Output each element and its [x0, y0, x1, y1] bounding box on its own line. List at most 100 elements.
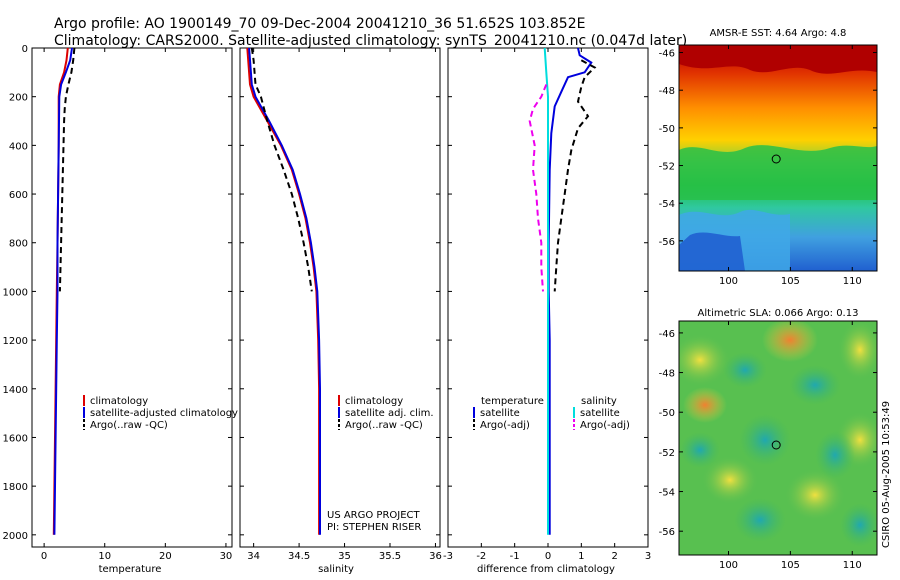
difference-legend: temperaturesatelliteArgo(-adj)salinitysa… — [473, 396, 630, 431]
x-tick-label: -1 — [510, 551, 520, 562]
y-tick-label: -56 — [659, 237, 675, 248]
y-tick-label: -48 — [659, 86, 675, 97]
x-tick-label: 34 — [247, 551, 260, 562]
x-tick-label: 110 — [843, 560, 862, 571]
salinity-axes-frame — [239, 47, 441, 548]
y-tick-label: -48 — [659, 369, 675, 380]
x-tick-label: 105 — [781, 276, 800, 287]
salinity-annotation-2: PI: STEPHEN RISER — [327, 522, 421, 533]
salinity-annotation-1: US ARGO PROJECT — [327, 510, 421, 521]
series-line — [547, 47, 593, 535]
y-tick-label: -50 — [659, 408, 675, 419]
difference-ticks: -3 -2 -1 0 1 2 3 — [443, 47, 651, 562]
legend-label: Argo(-adj) — [480, 420, 530, 431]
difference-series — [528, 47, 597, 535]
y-tick-label: 1000 — [3, 287, 28, 298]
sla-heatmap — [679, 321, 877, 555]
x-tick-label: 0 — [41, 551, 47, 562]
sla-map-title: Altimetric SLA: 0.066 Argo: 0.13 — [698, 308, 859, 319]
legend-label: Argo(-adj) — [580, 420, 630, 431]
x-tick-label: -2 — [476, 551, 486, 562]
series-line — [250, 47, 313, 292]
series-line — [53, 47, 73, 535]
legend-title: temperature — [481, 396, 544, 407]
x-tick-label: 0 — [545, 551, 551, 562]
legend-label: satellite adj. clim. — [345, 408, 434, 419]
legend-label: Argo(..raw -QC) — [345, 420, 423, 431]
x-tick-label: 20 — [159, 551, 172, 562]
y-tick-label: 800 — [9, 239, 28, 250]
legend-label: satellite-adjusted climatology — [90, 408, 238, 419]
x-tick-label: 100 — [719, 276, 738, 287]
sla-map-ticks: 100 105 110 -46 -48 -50 -52 -54 -56 — [659, 321, 877, 571]
y-tick-label: -54 — [659, 199, 675, 210]
sla-map-panel: Altimetric SLA: 0.066 Argo: 0.13 100 105 1… — [659, 308, 878, 571]
y-tick-label: -46 — [659, 329, 675, 340]
y-tick-label: 1200 — [3, 336, 28, 347]
y-tick-label: -54 — [659, 488, 675, 499]
y-tick-label: 1800 — [3, 482, 28, 493]
legend-label: Argo(..raw -QC) — [90, 420, 168, 431]
argo-float-marker — [771, 154, 781, 164]
series-line — [58, 47, 76, 292]
salinity-ticks: 34 34.5 35 35.5 36 — [240, 47, 442, 562]
y-tick-label: 400 — [9, 141, 28, 152]
series-line — [553, 59, 597, 292]
x-tick-label: 10 — [98, 551, 111, 562]
header-line1: Argo profile: AO 1900149_70 09-Dec-2004 … — [54, 16, 585, 32]
y-tick-label: 1600 — [3, 433, 28, 444]
x-tick-label: 34.5 — [288, 551, 310, 562]
series-line — [543, 47, 549, 535]
y-tick-label: -52 — [659, 162, 675, 173]
difference-panel: -3 -2 -1 0 1 2 3 temperaturesatelliteArgo(-adj… — [443, 47, 651, 575]
y-tick-label: -46 — [659, 49, 675, 60]
y-tick-label: -50 — [659, 124, 675, 135]
salinity-series — [246, 47, 321, 535]
x-tick-label: 3 — [645, 551, 651, 562]
x-tick-label: 105 — [781, 560, 800, 571]
y-tick-label: -56 — [659, 527, 675, 538]
temperature-xlabel: temperature — [99, 564, 162, 575]
series-line — [248, 47, 321, 535]
y-tick-label: 200 — [9, 93, 28, 104]
sst-map-ticks: 100 105 110 -46 -48 -50 -52 -54 -56 — [659, 45, 877, 287]
sst-map-title: AMSR-E SST: 4.64 Argo: 4.8 — [710, 28, 847, 39]
legend-label: climatology — [345, 396, 403, 407]
y-tick-label: 0 — [22, 44, 28, 55]
series-line — [246, 47, 321, 535]
temperature-panel: 0 10 20 30 0 200 400 600 800 1000 1200 1400 1600 1800… — [3, 44, 238, 575]
temperature-series — [52, 47, 76, 535]
x-tick-label: -3 — [443, 551, 453, 562]
y-tick-label: 600 — [9, 190, 28, 201]
sst-map-frame — [678, 44, 878, 272]
sst-heatmap — [679, 45, 877, 271]
salinity-xlabel: salinity — [318, 564, 354, 575]
x-tick-label: 30 — [220, 551, 233, 562]
y-tick-label: 2000 — [3, 531, 28, 542]
legend-label: climatology — [90, 396, 148, 407]
x-tick-label: 100 — [719, 560, 738, 571]
x-tick-label: 35 — [338, 551, 351, 562]
x-tick-label: 36 — [429, 551, 442, 562]
legend-title: salinity — [581, 396, 617, 407]
x-tick-label: 35.5 — [379, 551, 401, 562]
legend-label: satellite — [580, 408, 620, 419]
side-stamp: CSIRO 05-Aug-2005 10:53:49 — [881, 401, 892, 548]
y-tick-label: -52 — [659, 448, 675, 459]
x-tick-label: 110 — [843, 276, 862, 287]
x-tick-label: 1 — [578, 551, 584, 562]
header-line2: Climatology: CARS2000. Satellite-adjuste… — [54, 33, 687, 49]
temperature-ticks: 0 10 20 30 0 200 400 600 800 1000 1200 1400 1600 1800… — [3, 44, 233, 562]
temperature-axes-frame — [31, 47, 233, 548]
series-line — [528, 84, 548, 292]
sla-map-frame — [678, 320, 878, 556]
sst-map-panel: AMSR-E SST: 4.64 Argo: 4.8 100 105 110 -46 -… — [659, 28, 878, 287]
legend-label: satellite — [480, 408, 520, 419]
x-tick-label: 2 — [611, 551, 617, 562]
argo-float-marker — [771, 440, 781, 450]
difference-xlabel: difference from climatology — [477, 564, 615, 575]
